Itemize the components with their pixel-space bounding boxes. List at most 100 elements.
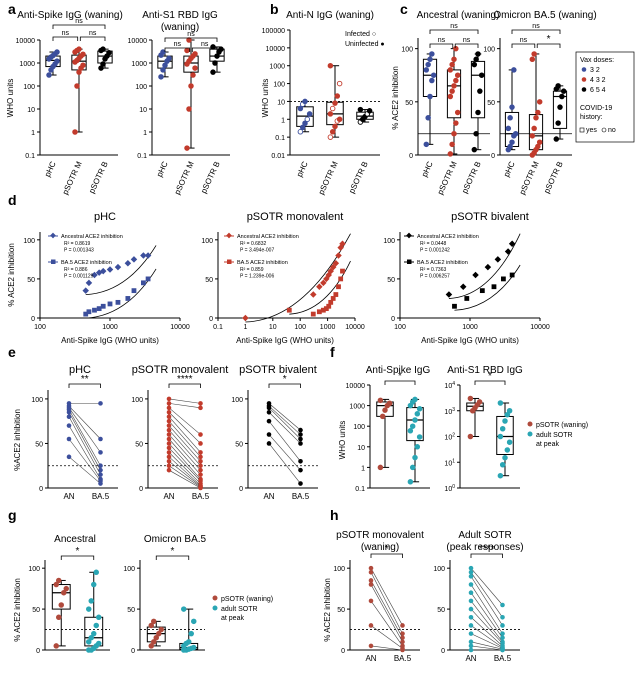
significance-bracket	[79, 36, 106, 41]
y-tick-label: 100000	[262, 28, 285, 35]
data-point	[447, 151, 454, 157]
data-point	[153, 634, 159, 641]
pair-line	[370, 572, 403, 634]
significance-label: *	[171, 546, 175, 557]
data-point	[368, 565, 374, 571]
y-tick-label: 50	[387, 277, 395, 284]
significance-bracket	[429, 43, 454, 48]
x-tick-label: AN	[263, 492, 274, 501]
y-tick-label: 102	[444, 433, 455, 442]
data-point-diamond	[335, 252, 342, 259]
data-point	[506, 408, 513, 414]
legend-dot-adult	[527, 431, 533, 437]
significance-bracket	[155, 555, 190, 560]
data-point	[299, 124, 306, 131]
x-tick-label: 100	[294, 324, 306, 331]
legend-box	[575, 51, 635, 143]
y-tick-label: 100	[31, 397, 43, 404]
chart-d2: 0 50 100 0.1 1 10 100 1000 10000 Ancestral ACE2 i…	[201, 232, 365, 331]
chart-d3: 0 50 100 100 1000 10000 Ancestral ACE2 inhibit…	[383, 232, 550, 331]
data-point	[297, 129, 304, 135]
y-tick-label: 1000	[349, 404, 365, 411]
data-point	[198, 463, 203, 469]
data-point	[327, 134, 334, 140]
data-point	[555, 120, 561, 126]
data-point	[166, 432, 172, 437]
data-point	[449, 61, 455, 68]
data-point-square	[340, 268, 345, 274]
significance-label: *	[547, 34, 551, 45]
x-tick-label: pHC	[155, 160, 170, 179]
data-point	[329, 129, 336, 135]
significance-bracket	[164, 37, 218, 42]
data-point-diamond	[85, 279, 93, 287]
data-point	[467, 433, 474, 440]
y-tick-label: 0	[36, 648, 40, 655]
pair-line	[168, 429, 201, 466]
data-point	[500, 631, 505, 636]
significance-bracket	[60, 555, 95, 560]
data-point	[453, 45, 459, 52]
data-point	[185, 639, 192, 645]
pair-line	[168, 461, 201, 487]
pair-line	[168, 416, 201, 453]
x-tick-label: 100	[394, 324, 406, 331]
data-point	[148, 622, 154, 629]
data-point	[96, 640, 102, 647]
title-h1-line2: (waning)	[361, 542, 399, 553]
y-tick-label: 50	[337, 607, 345, 614]
x-tick-label: 0.1	[213, 324, 223, 331]
x-tick-label: 10000	[530, 324, 550, 331]
data-point	[63, 585, 70, 592]
x-tick-label: pSOTR B	[347, 160, 370, 195]
data-point	[55, 614, 62, 621]
significance-bracket	[470, 553, 503, 558]
y-tick-label: 50	[235, 441, 243, 448]
data-point	[449, 88, 455, 94]
legend-adult: at peak	[536, 441, 559, 448]
data-point	[98, 472, 103, 477]
data-point	[533, 115, 539, 121]
data-point-square	[336, 284, 341, 290]
data-point	[266, 432, 272, 437]
title-b: Anti-N IgG (waning)	[286, 10, 374, 21]
data-point	[511, 67, 517, 73]
data-point	[166, 418, 172, 424]
data-point	[198, 458, 203, 464]
data-point-square	[145, 276, 151, 282]
data-point	[166, 396, 172, 402]
x-tick-label: AN	[163, 492, 174, 501]
pair-line	[168, 443, 201, 480]
data-point	[166, 405, 172, 411]
pair-line	[168, 456, 201, 486]
data-point	[266, 409, 272, 415]
pair-line	[470, 645, 503, 651]
title-a2: Anti-S1 RBD IgG	[142, 10, 218, 21]
data-point	[412, 417, 418, 423]
data-point	[531, 125, 537, 132]
x-tick-label: pSOTR M	[317, 160, 340, 196]
title-f1: Anti-Spike IgG	[366, 365, 431, 376]
significance-label: *	[488, 371, 492, 382]
data-point	[531, 51, 537, 57]
data-point-diamond	[140, 252, 147, 259]
data-point	[476, 399, 483, 405]
chart-h2: 0 50 100 AN BA.5 ****	[433, 544, 520, 663]
y-tick-label: 100	[23, 238, 35, 245]
data-point	[298, 458, 303, 464]
pair-line	[470, 641, 503, 650]
data-point	[500, 602, 505, 608]
data-point	[505, 125, 512, 132]
pair-line	[268, 403, 301, 431]
y-tick-label: 100	[28, 566, 40, 573]
data-point-square	[96, 306, 102, 312]
data-point	[529, 133, 536, 139]
pair-line	[168, 425, 201, 462]
y-tick-label: 10	[277, 99, 285, 106]
legend-adult-g: adult SOTR	[221, 606, 258, 613]
pair-line	[470, 584, 503, 634]
data-point	[302, 120, 308, 126]
significance-bracket	[429, 29, 479, 34]
chart-d1: 0 50 100 100 1000 10000 Ancestral ACE2 inhibit…	[23, 232, 190, 331]
data-point	[166, 441, 172, 446]
